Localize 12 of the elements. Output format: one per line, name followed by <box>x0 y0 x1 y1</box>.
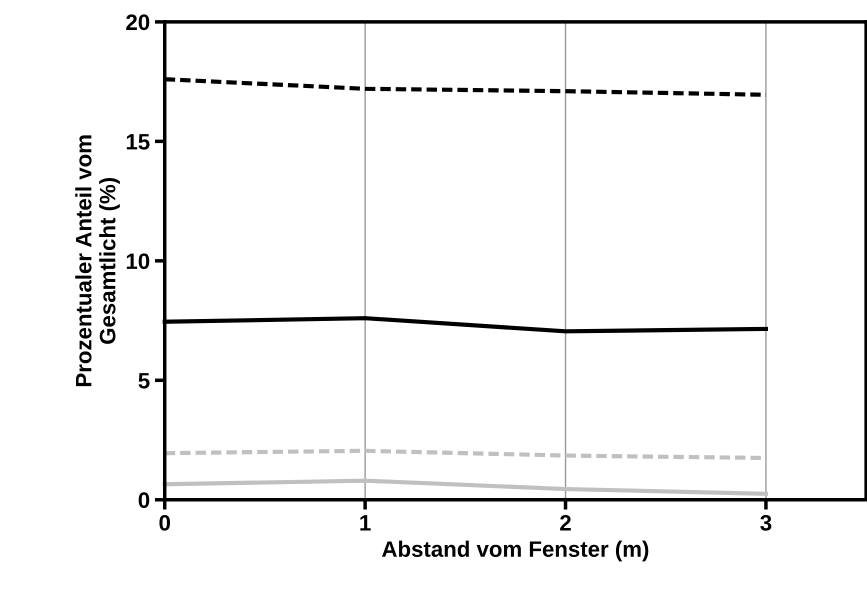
x-tick-label: 2 <box>560 514 571 530</box>
y-tick-label: 20 <box>126 14 150 30</box>
x-tick-label: 1 <box>360 515 371 530</box>
x-axis-title: Abstand vom Fenster (m) <box>382 540 648 562</box>
x-tick-label: 3 <box>760 514 772 531</box>
line-series <box>162 478 768 496</box>
y-tick-label: 15 <box>126 134 150 150</box>
y-tick-label: 10 <box>126 253 150 270</box>
y-tick-label: 5 <box>138 373 150 389</box>
y-tick-label: 0 <box>138 492 150 508</box>
y-axis-title: Prozentualer Anteil vom Gesamtlicht (%) <box>75 135 120 386</box>
x-tick-label: 0 <box>159 514 170 531</box>
